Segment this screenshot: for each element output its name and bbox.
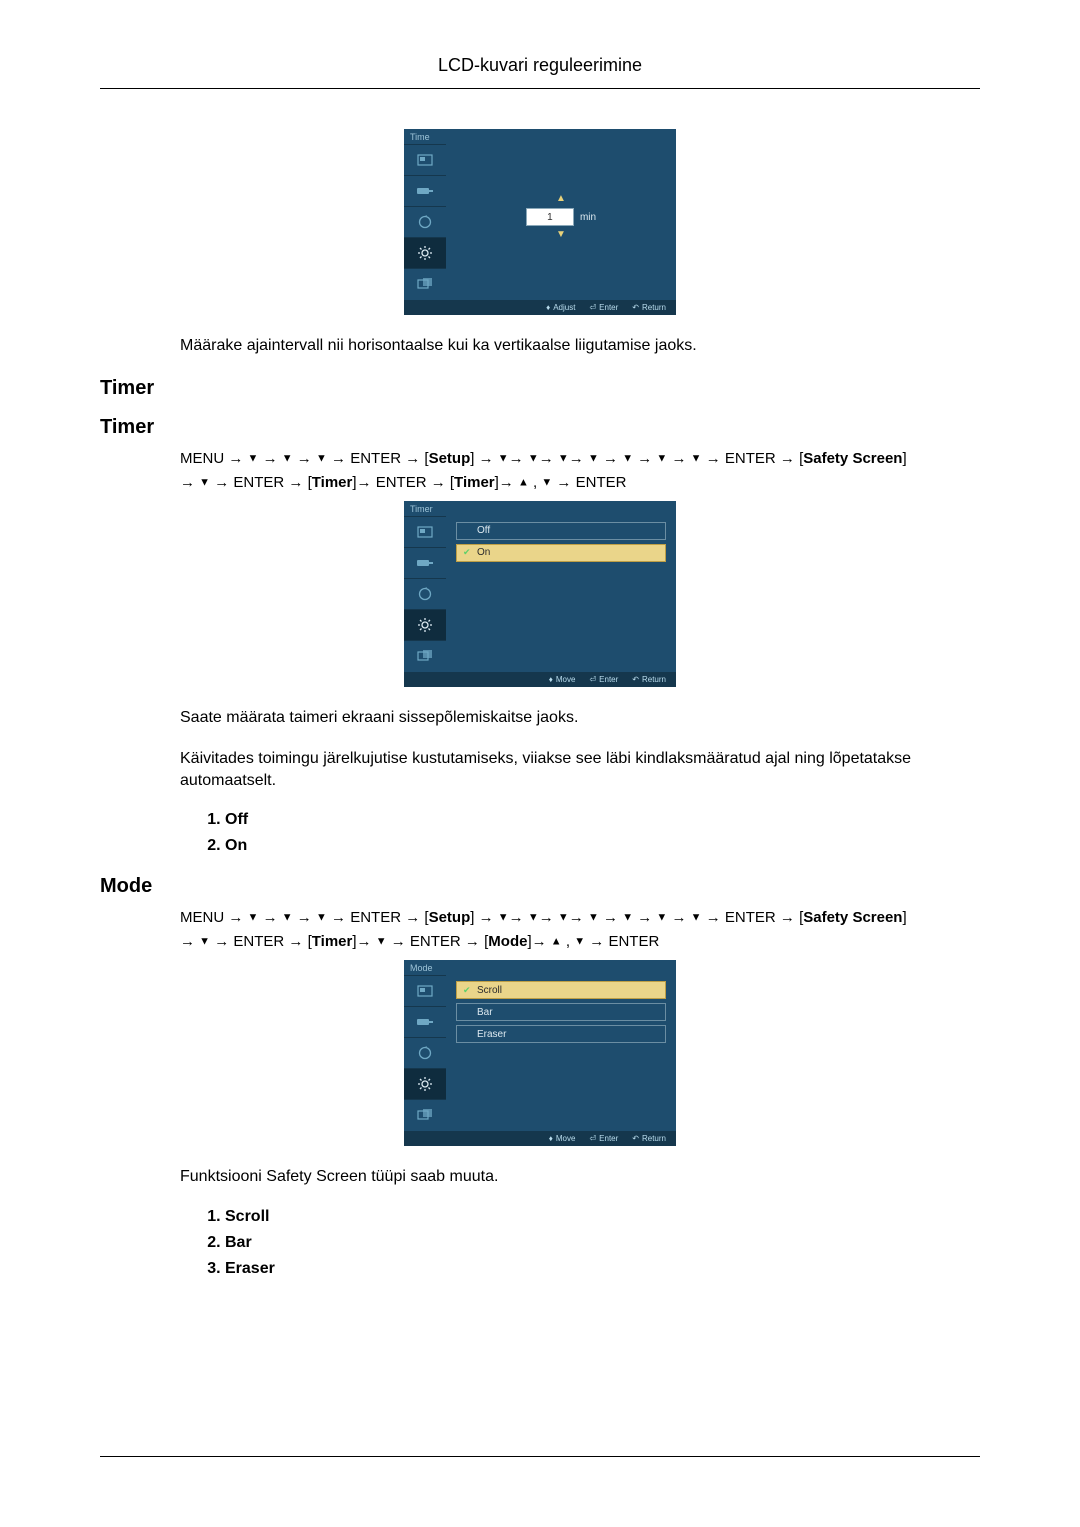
gear-icon (404, 609, 446, 640)
osd-footer: ♦ Move ⏎ Enter ↶ Return (404, 1131, 676, 1146)
option-bar: Bar (456, 1003, 666, 1021)
source-icon (404, 547, 446, 578)
list-item: Off (225, 811, 980, 829)
list-item: Eraser (225, 1260, 980, 1278)
mode-options-list: Scroll Bar Eraser (180, 1208, 980, 1278)
source-icon (404, 175, 446, 206)
footer-move: ♦ Move (549, 1134, 576, 1143)
list-item: Scroll (225, 1208, 980, 1226)
osd-title: Timer (404, 501, 676, 516)
option-eraser: Eraser (456, 1025, 666, 1043)
footer-adjust: ♦ Adjust (546, 303, 575, 312)
spin-icon (404, 1037, 446, 1068)
body-text: Funktsiooni Safety Screen tüüpi saab muu… (180, 1166, 980, 1188)
footer-return: ↶ Return (632, 1134, 666, 1143)
osd-title: Mode (404, 960, 676, 975)
nav-sequence-mode: MENU → ▼ → ▼ → ▼ → ENTER → [Setup] → ▼→ … (180, 906, 980, 954)
osd-main-panel: Off ✔On (446, 516, 676, 672)
osd-footer: ♦ Adjust ⏎ Enter ↶ Return (404, 300, 676, 315)
nav-sequence-timer: MENU → ▼ → ▼ → ▼ → ENTER → [Setup] → ▼→ … (180, 447, 980, 495)
osd-mode-menu: Mode ✔Scroll Bar Eraser ♦ Move ⏎ Enter ↶… (404, 960, 676, 1146)
multi-icon (404, 1099, 446, 1130)
body-text: Määrake ajaintervall nii horisontaalse k… (180, 335, 980, 357)
source-icon (404, 1006, 446, 1037)
spin-icon (404, 578, 446, 609)
heading-timer-sub: Timer (100, 416, 980, 439)
option-off: Off (456, 522, 666, 540)
page-header-title: LCD-kuvari reguleerimine (100, 55, 980, 76)
check-icon: ✔ (463, 547, 471, 558)
multi-icon (404, 640, 446, 671)
footer-move: ♦ Move (549, 675, 576, 684)
option-scroll: ✔Scroll (456, 981, 666, 999)
heading-timer: Timer (100, 377, 980, 400)
up-arrow-icon: ▲ (556, 194, 566, 204)
osd-time-menu: Time ▲ (404, 129, 676, 315)
spin-icon (404, 206, 446, 237)
gear-icon (404, 1068, 446, 1099)
list-item: Bar (225, 1234, 980, 1252)
timer-options-list: Off On (180, 811, 980, 855)
footer-rule (100, 1456, 980, 1457)
time-unit-label: min (580, 212, 596, 223)
osd-icon-column (404, 144, 446, 300)
body-text: Käivitades toimingu järelkujutise kustut… (180, 748, 980, 791)
picture-icon (404, 975, 446, 1006)
multi-icon (404, 268, 446, 299)
picture-icon (404, 144, 446, 175)
heading-mode: Mode (100, 875, 980, 898)
option-on: ✔On (456, 544, 666, 562)
osd-footer: ♦ Move ⏎ Enter ↶ Return (404, 672, 676, 687)
header-rule (100, 88, 980, 89)
list-item: On (225, 837, 980, 855)
osd-title: Time (404, 129, 676, 144)
footer-enter: ⏎ Enter (589, 1134, 618, 1143)
check-icon: ✔ (463, 985, 471, 996)
footer-enter: ⏎ Enter (589, 303, 618, 312)
footer-enter: ⏎ Enter (589, 675, 618, 684)
footer-return: ↶ Return (632, 303, 666, 312)
page: LCD-kuvari reguleerimine Time (0, 0, 1080, 1527)
osd-icon-column (404, 516, 446, 672)
osd-icon-column (404, 975, 446, 1131)
time-value-box: 1 (526, 208, 574, 226)
body-text: Saate määrata taimeri ekraani sissepõlem… (180, 707, 980, 729)
gear-icon (404, 237, 446, 268)
picture-icon (404, 516, 446, 547)
osd-timer-menu: Timer Off ✔On ♦ Move ⏎ Enter ↶ Return (404, 501, 676, 687)
osd-main-panel: ▲ 1 min ▼ (446, 144, 676, 300)
footer-return: ↶ Return (632, 675, 666, 684)
down-arrow-icon: ▼ (556, 230, 566, 240)
osd-main-panel: ✔Scroll Bar Eraser (446, 975, 676, 1131)
